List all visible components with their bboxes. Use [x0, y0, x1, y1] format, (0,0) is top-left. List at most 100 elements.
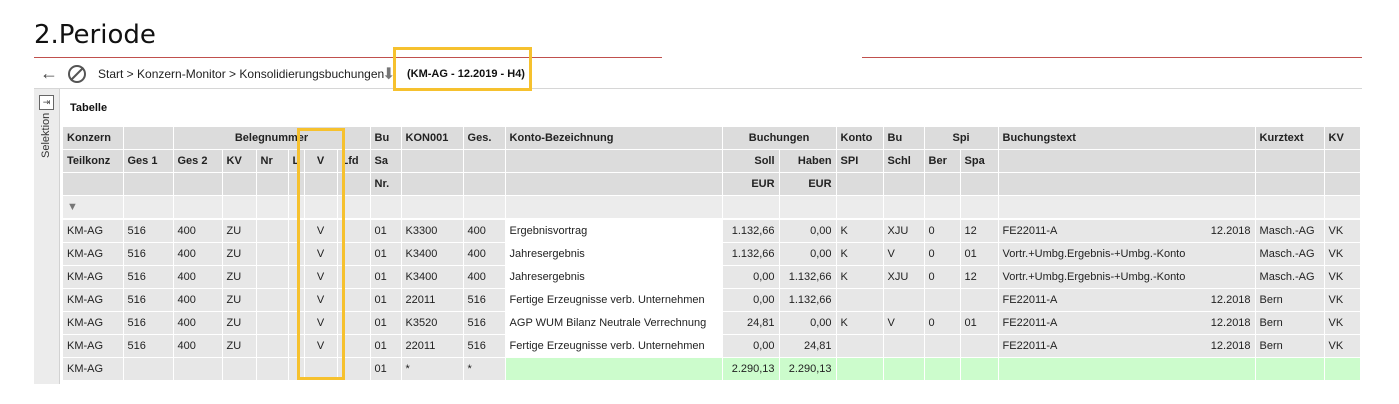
cell-spa: 12 — [960, 219, 999, 243]
no-entry-icon[interactable] — [68, 65, 86, 83]
bookings-table: Konzern Belegnummer Bu KON001 Ges. Konto… — [63, 127, 1361, 381]
cell-ges2: 400 — [173, 265, 223, 289]
cell-konto — [836, 334, 884, 358]
col-schl[interactable]: Schl — [883, 149, 925, 173]
arrow-down-icon[interactable]: ⬇ — [382, 66, 396, 83]
booking-text: FE22011-A — [1002, 317, 1058, 329]
cell-nr — [256, 219, 289, 243]
sum-row[interactable]: KM-AG 01 * * 2.290,13 2.290,13 — [63, 357, 1361, 381]
col-konto-bezeichnung[interactable]: Konto-Bezeichnung — [505, 127, 723, 150]
cell-ges: 516 — [463, 311, 506, 335]
col-ber[interactable]: Ber — [924, 149, 961, 173]
col-lfd[interactable]: Lfd — [337, 149, 371, 173]
table-row[interactable]: KM-AG 516 400 ZU V 01 22011 516 Fertige Erzeugni… — [63, 334, 1361, 358]
cell-l — [288, 288, 305, 312]
col-nr-label: Nr. — [370, 172, 402, 196]
arrow-left-icon[interactable]: ← — [40, 63, 58, 83]
cell-ges1: 516 — [123, 334, 174, 358]
sum-cell-haben: 2.290,13 — [779, 357, 837, 381]
col-bu[interactable]: Bu — [370, 127, 402, 150]
cell-ges2: 400 — [173, 219, 223, 243]
col-spa[interactable]: Spa — [960, 149, 999, 173]
cell-konz: KM-AG — [63, 265, 124, 289]
cell-konz: KM-AG — [63, 288, 124, 312]
col-teilkonz[interactable]: Teilkonz — [63, 149, 124, 173]
cell-kv: ZU — [222, 288, 257, 312]
col-nr[interactable]: Nr — [256, 149, 289, 173]
cell-kon: K3400 — [401, 242, 464, 266]
col-l[interactable]: L — [288, 149, 305, 173]
cell-konto: K — [836, 265, 884, 289]
cell-haben: 0,00 — [779, 242, 837, 266]
table-row[interactable]: KM-AG 516 400 ZU V 01 K3400 400 Jahresergebnis 1.… — [63, 242, 1361, 266]
cell-kon: K3520 — [401, 311, 464, 335]
cell-konto: K — [836, 242, 884, 266]
col-belegnummer[interactable]: Belegnummer — [173, 127, 371, 150]
col-kv2[interactable]: KV — [1324, 127, 1361, 150]
table-row[interactable]: KM-AG 516 400 ZU V 01 K3520 516 AGP WUM Bilanz N… — [63, 311, 1361, 335]
cell-lfd — [337, 242, 371, 266]
expand-panel-icon[interactable]: ⇥ — [39, 95, 54, 110]
sum-cell-ges: * — [463, 357, 506, 381]
col-soll[interactable]: Soll — [722, 149, 780, 173]
filter-icon[interactable]: ▼ — [67, 201, 78, 213]
cell-schl — [883, 334, 925, 358]
col-spi[interactable]: Spi — [924, 127, 999, 150]
filter-row: ▼ — [63, 195, 1361, 220]
cell-bez: Ergebnisvortrag — [505, 219, 723, 243]
cell-busa: 01 — [370, 334, 402, 358]
col-kon001[interactable]: KON001 — [401, 127, 464, 150]
breadcrumb[interactable]: Start > Konzern-Monitor > Konsolidierung… — [98, 67, 385, 81]
cell-spa: 01 — [960, 311, 999, 335]
cell-kv: ZU — [222, 334, 257, 358]
cell-kv: ZU — [222, 311, 257, 335]
col-kurztext[interactable]: Kurztext — [1255, 127, 1325, 150]
col-buchungstext[interactable]: Buchungstext — [998, 127, 1256, 150]
cell-nr — [256, 242, 289, 266]
cell-haben: 24,81 — [779, 334, 837, 358]
cell-soll: 1.132,66 — [722, 242, 780, 266]
sum-cell-soll: 2.290,13 — [722, 357, 780, 381]
table-row[interactable]: KM-AG 516 400 ZU V 01 22011 516 Fertige Erzeugni… — [63, 288, 1361, 312]
col-konzern[interactable]: Konzern — [63, 127, 124, 150]
col-haben[interactable]: Haben — [779, 149, 837, 173]
table-row[interactable]: KM-AG 516 400 ZU V 01 K3300 400 Ergebnisvortrag 1… — [63, 219, 1361, 243]
cell-konz: KM-AG — [63, 311, 124, 335]
col-konto[interactable]: Konto — [836, 127, 884, 150]
table-row[interactable]: KM-AG 516 400 ZU V 01 K3400 400 Jahresergebnis 0,… — [63, 265, 1361, 289]
col-bu-schl[interactable]: Bu — [883, 127, 925, 150]
cell-lfd — [337, 288, 371, 312]
selection-panel-label[interactable]: Selektion — [40, 113, 52, 159]
col-sa[interactable]: Sa — [370, 149, 402, 173]
header-row-2: Teilkonz Ges 1 Ges 2 KV Nr L V Lfd Sa So… — [63, 149, 1361, 173]
col-kv[interactable]: KV — [222, 149, 257, 173]
table-title: Tabelle — [70, 102, 108, 114]
cell-kv2: VK — [1324, 311, 1361, 335]
col-konto-spi[interactable]: SPI — [836, 149, 884, 173]
cell-lfd — [337, 311, 371, 335]
col-ges1[interactable]: Ges 1 — [123, 149, 174, 173]
cell-schl: V — [883, 242, 925, 266]
cell-haben: 0,00 — [779, 311, 837, 335]
cell-nr — [256, 334, 289, 358]
cell-ber — [924, 334, 961, 358]
booking-text: Vortr.+Umbg.Ergebnis-+Umbg.-Konto — [1002, 271, 1186, 283]
col-v[interactable]: V — [304, 149, 338, 173]
cell-l — [288, 311, 305, 335]
cell-ges: 516 — [463, 334, 506, 358]
cell-kon: K3400 — [401, 265, 464, 289]
cell-busa: 01 — [370, 311, 402, 335]
cell-ber — [924, 288, 961, 312]
cell-schl — [883, 288, 925, 312]
cell-kv: ZU — [222, 242, 257, 266]
booking-text: FE22011-A — [1002, 294, 1058, 306]
cell-kurz: Bern — [1255, 311, 1325, 335]
cell-lfd — [337, 265, 371, 289]
cell-ber: 0 — [924, 219, 961, 243]
cell-v: V — [304, 242, 338, 266]
col-ges2[interactable]: Ges 2 — [173, 149, 223, 173]
col-ges[interactable]: Ges. — [463, 127, 506, 150]
cell-ber: 0 — [924, 242, 961, 266]
cell-schl: XJU — [883, 265, 925, 289]
col-buchungen[interactable]: Buchungen — [722, 127, 837, 150]
